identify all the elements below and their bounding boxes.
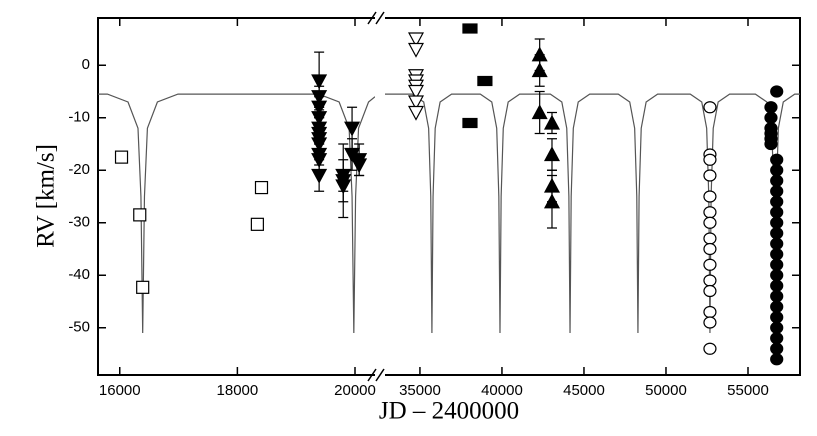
- y-tick-label: -10: [68, 109, 90, 126]
- model-curve-group: [385, 93, 800, 334]
- rect-marker: [462, 117, 478, 129]
- y-tick-label: -30: [68, 214, 90, 231]
- y-tick-label: -50: [68, 319, 90, 336]
- x-tick-label: 16000: [99, 382, 141, 399]
- x-tick-label: 20000: [334, 382, 376, 399]
- circle-marker: [770, 174, 784, 187]
- circle-marker: [770, 332, 784, 345]
- model-curve-group: [98, 93, 375, 334]
- circle-marker: [703, 274, 717, 287]
- triangle-down-marker: [407, 95, 425, 111]
- circle-marker: [703, 169, 717, 182]
- triangle-up-marker: [531, 104, 548, 120]
- circle-marker: [770, 216, 784, 229]
- triangle-down-marker: [407, 42, 425, 58]
- circle-marker: [703, 316, 717, 329]
- data-points: [311, 51, 368, 219]
- triangle-down-marker: [344, 121, 361, 137]
- circle-marker: [703, 284, 717, 298]
- square-marker: [114, 150, 129, 164]
- triangle-down-marker: [311, 168, 328, 184]
- circle-marker: [770, 195, 784, 208]
- circle-marker: [770, 300, 784, 313]
- model-curve: [385, 93, 800, 334]
- triangle-down-marker: [407, 105, 425, 121]
- circle-marker: [770, 227, 784, 240]
- circle-marker: [770, 248, 784, 261]
- circle-marker: [770, 153, 784, 166]
- triangle-down-marker: [407, 84, 425, 100]
- y-tick-label: 0: [82, 56, 90, 73]
- circle-marker: [703, 190, 717, 203]
- triangle-up-marker: [543, 114, 560, 130]
- triangle-down-marker: [407, 32, 425, 48]
- triangle-down-marker: [311, 74, 328, 90]
- circle-marker: [770, 85, 784, 98]
- circle-marker: [770, 237, 784, 250]
- data-points: [531, 38, 560, 229]
- square-marker: [133, 208, 147, 222]
- circle-marker: [770, 290, 784, 303]
- circle-marker: [770, 353, 784, 366]
- x-tick-label: 55000: [727, 382, 769, 399]
- circle-marker: [703, 242, 717, 256]
- triangle-down-marker: [351, 158, 368, 174]
- circle-marker: [703, 258, 717, 271]
- data-points: [114, 150, 269, 294]
- x-tick-label: 40000: [481, 382, 523, 399]
- y-tick-label: -20: [68, 161, 90, 178]
- circle-marker: [764, 137, 778, 151]
- square-marker: [250, 217, 264, 231]
- circle-marker: [770, 164, 784, 177]
- rect-marker: [462, 23, 478, 34]
- triangle-down-marker: [335, 179, 352, 195]
- x-tick-label: 35000: [399, 382, 441, 399]
- plot-frame: [97, 11, 801, 382]
- x-tick-label: 45000: [563, 382, 605, 399]
- circle-marker: [703, 153, 717, 166]
- data-points: [462, 23, 493, 129]
- circle-marker: [770, 321, 784, 334]
- circle-marker: [770, 311, 784, 324]
- circle-marker: [770, 342, 784, 355]
- circle-marker: [770, 185, 784, 198]
- y-tick-label: -40: [68, 266, 90, 283]
- triangle-up-marker: [543, 193, 560, 209]
- circle-marker: [703, 342, 717, 355]
- data-points: [407, 32, 425, 121]
- square-marker: [136, 280, 150, 294]
- circle-marker: [703, 216, 717, 229]
- triangle-up-marker: [543, 146, 560, 162]
- circle-marker: [703, 206, 717, 219]
- circle-marker: [770, 206, 784, 219]
- x-tick-label: 18000: [217, 382, 259, 399]
- model-curve: [98, 93, 375, 334]
- circle-marker: [764, 101, 778, 114]
- circle-marker: [764, 111, 778, 124]
- square-marker: [254, 180, 269, 195]
- circle-marker: [703, 305, 717, 319]
- circle-marker: [770, 258, 784, 271]
- rect-marker: [477, 75, 493, 87]
- data-points: [703, 101, 717, 355]
- circle-marker: [703, 101, 717, 114]
- x-axis-label: JD – 2400000: [379, 398, 519, 425]
- triangle-up-marker: [531, 62, 548, 78]
- circle-marker: [770, 279, 784, 292]
- circle-marker: [703, 232, 717, 245]
- y-axis-label: RV [km/s]: [33, 144, 60, 248]
- circle-marker: [770, 269, 784, 282]
- data-points: [764, 85, 784, 366]
- x-tick-label: 50000: [645, 382, 687, 399]
